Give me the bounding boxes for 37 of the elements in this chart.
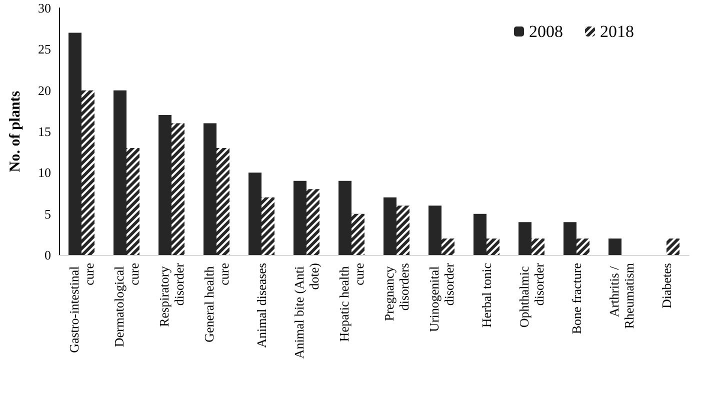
bar — [294, 180, 306, 255]
bar — [608, 238, 622, 255]
x-tick-label: Dermatological cure — [112, 262, 142, 348]
legend-label: 2008 — [529, 22, 563, 41]
x-tick-label: General health cure — [202, 262, 232, 342]
x-tick-label: Diabetes — [659, 263, 674, 308]
bar — [474, 214, 486, 255]
bar — [428, 206, 442, 255]
x-tick-label: Hepatic health cure — [336, 262, 366, 342]
y-tick-label: 25 — [38, 42, 51, 57]
x-tick-label: Urinogenital disorder — [426, 262, 456, 332]
bar — [204, 123, 216, 255]
y-tick-label: 30 — [38, 0, 51, 16]
x-tick-label: Animal bite (Anti dote) — [292, 263, 322, 359]
y-tick-label: 0 — [44, 248, 51, 262]
x-tick-label: Respiratory disorder — [156, 262, 186, 327]
x-tick-label: Bone fracture — [569, 262, 584, 334]
x-tick-label: Arthritis / Rheumatism — [606, 263, 636, 329]
bar — [518, 222, 532, 255]
y-tick-label: 10 — [38, 165, 51, 180]
y-tick-label: 5 — [44, 206, 51, 222]
y-tick-label: 20 — [38, 82, 51, 98]
x-tick-label: Pregnancy disorders — [382, 263, 412, 322]
bar — [384, 197, 396, 255]
x-tick-label: Herbal tonic — [479, 262, 494, 328]
bar — [68, 32, 82, 255]
bar — [114, 90, 126, 255]
legend-label: 2018 — [600, 22, 634, 41]
x-tick-label: Ophthalmic disorder — [516, 262, 546, 328]
x-tick-label: Gastro-intestinal cure — [66, 262, 96, 353]
bar — [248, 172, 262, 255]
bar — [564, 222, 576, 255]
y-axis-title: No. of plants — [8, 90, 24, 172]
y-tick-label: 15 — [38, 124, 51, 139]
bar — [338, 180, 352, 255]
x-tick-label: Animal diseases — [254, 263, 269, 348]
bar — [158, 115, 172, 255]
